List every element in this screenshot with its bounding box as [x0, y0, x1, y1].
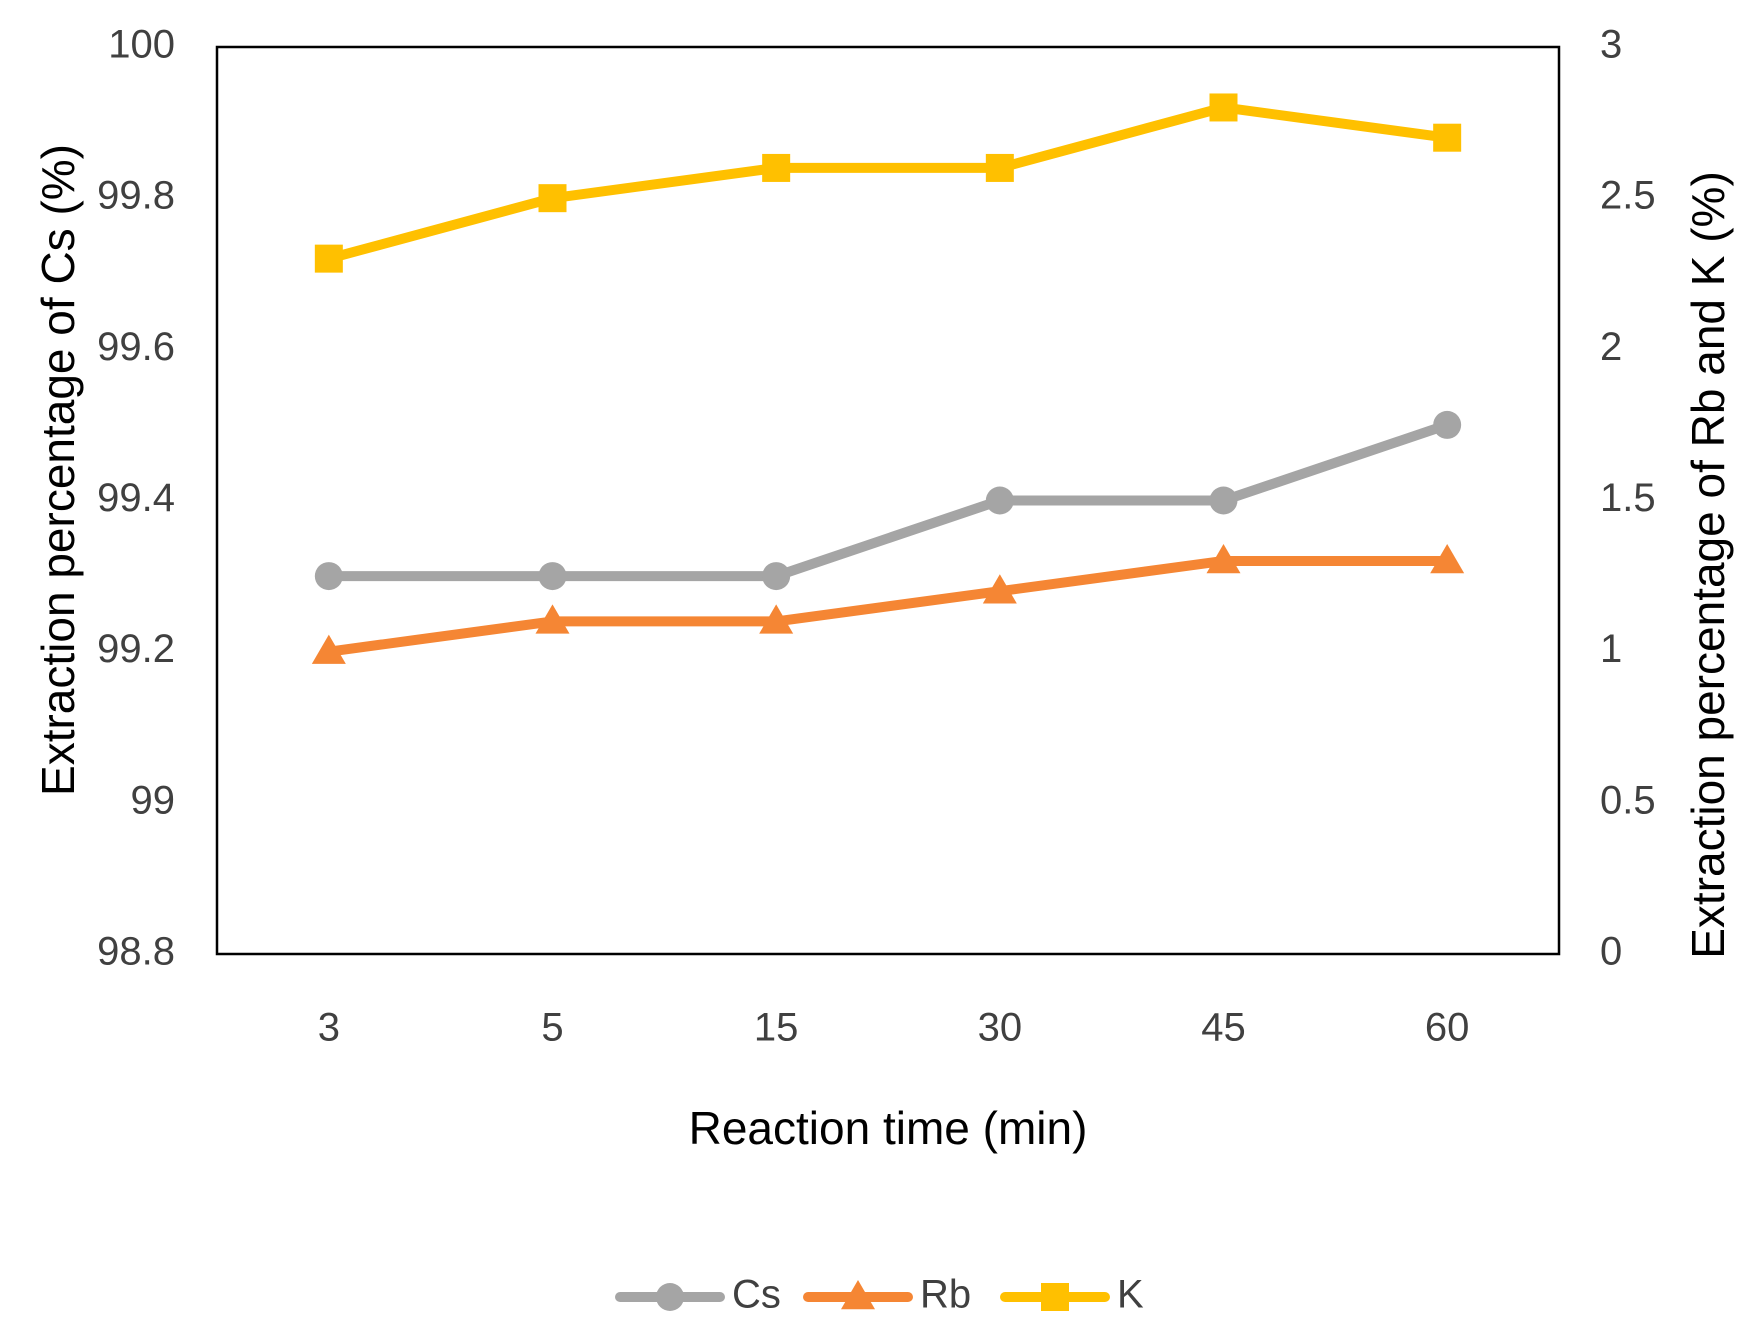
legend-marker [841, 1280, 875, 1310]
left-tick-label: 100 [108, 23, 175, 67]
left-axis-title: Extraction percentage of Cs (%) [32, 144, 84, 796]
legend-marker [1041, 1283, 1069, 1311]
x-axis-title: Reaction time (min) [689, 1102, 1088, 1154]
x-tick-label: 5 [541, 1006, 563, 1050]
right-tick-label: 2 [1600, 325, 1622, 369]
x-tick-label: 15 [754, 1006, 799, 1050]
data-point-cs [1433, 410, 1462, 439]
data-point-rb [1206, 543, 1241, 574]
legend-marker [656, 1283, 684, 1311]
data-point-rb [1430, 543, 1465, 574]
x-tick-label: 60 [1425, 1006, 1470, 1050]
left-tick-label: 99.2 [97, 627, 175, 671]
legend-item-cs: Cs [615, 1273, 781, 1317]
data-point-rb [759, 604, 794, 634]
series-cs [314, 410, 1462, 591]
data-point-cs [985, 486, 1014, 515]
data-point-k [1209, 93, 1238, 122]
legend-label: Rb [920, 1273, 971, 1317]
data-point-rb [535, 604, 570, 634]
right-tick-label: 2.5 [1600, 174, 1656, 218]
data-point-k [538, 184, 567, 213]
data-point-k [762, 153, 791, 182]
x-tick-label: 30 [978, 1006, 1023, 1050]
legend: Cs Rb K [615, 1273, 1144, 1317]
data-point-rb [311, 634, 346, 664]
x-tick-label: 3 [318, 1006, 340, 1050]
legend-label: K [1117, 1273, 1144, 1317]
plot-area-frame [215, 45, 1561, 956]
x-axis-ticks: 3 5 15 30 45 60 [318, 1006, 1470, 1050]
data-point-cs [762, 562, 791, 591]
data-point-k [1433, 123, 1462, 152]
right-tick-label: 0.5 [1600, 778, 1656, 822]
left-tick-label: 98.8 [97, 930, 175, 974]
left-tick-label: 99.6 [97, 325, 175, 369]
left-tick-label: 99 [131, 778, 176, 822]
series-line-rb [323, 555, 1453, 657]
right-axis-ticks: 0 0.5 1 1.5 2 2.5 3 [1600, 23, 1656, 974]
data-point-rb [982, 574, 1017, 604]
left-tick-label: 99.4 [97, 476, 175, 520]
series-layer [311, 93, 1465, 664]
legend-item-rb: Rb [803, 1273, 971, 1317]
series-rb [311, 543, 1465, 664]
data-point-cs [538, 562, 567, 591]
left-axis-ticks: 98.8 99 99.2 99.4 99.6 99.8 100 [97, 23, 175, 974]
series-k [314, 93, 1462, 273]
series-line-cs [323, 419, 1453, 582]
right-tick-label: 1.5 [1600, 476, 1656, 520]
data-point-k [985, 153, 1014, 182]
data-point-k [314, 244, 343, 273]
right-tick-label: 0 [1600, 930, 1622, 974]
legend-label: Cs [732, 1273, 781, 1317]
right-axis-title: Extraction percentage of Rb and K (%) [1682, 171, 1734, 959]
right-tick-label: 3 [1600, 23, 1622, 67]
legend-item-k: K [1000, 1273, 1144, 1317]
x-tick-label: 45 [1201, 1006, 1246, 1050]
series-line-k [323, 102, 1453, 264]
data-point-cs [1209, 486, 1238, 515]
right-tick-label: 1 [1600, 627, 1622, 671]
data-point-cs [314, 562, 343, 591]
left-tick-label: 99.8 [97, 174, 175, 218]
